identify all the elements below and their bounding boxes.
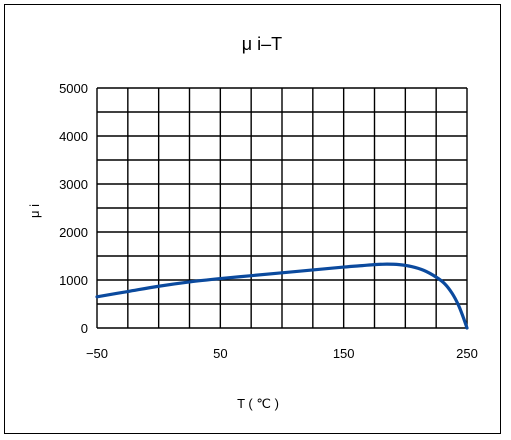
y-tick-label: 0 [81, 321, 88, 336]
y-tick-label: 1000 [59, 273, 88, 288]
y-tick-label: 3000 [59, 177, 88, 192]
grid [96, 87, 468, 329]
y-tick-label: 4000 [59, 129, 88, 144]
x-tick-label: 250 [456, 346, 478, 361]
x-tick-label: −50 [86, 346, 108, 361]
x-tick-label: 50 [213, 346, 227, 361]
x-tick-labels: −50 50 150 250 [86, 346, 478, 361]
series-line-mu-i [95, 262, 469, 330]
chart-title: μ i–T [242, 34, 282, 54]
y-axis-label: μ i [27, 204, 42, 218]
y-tick-labels: 0 1000 2000 3000 4000 5000 [59, 81, 88, 336]
series-layer [95, 262, 469, 330]
x-tick-label: 150 [333, 346, 355, 361]
x-axis-label: T ( ℃ ) [237, 396, 279, 411]
chart-frame [4, 4, 501, 434]
y-tick-label: 5000 [59, 81, 88, 96]
y-tick-label: 2000 [59, 225, 88, 240]
